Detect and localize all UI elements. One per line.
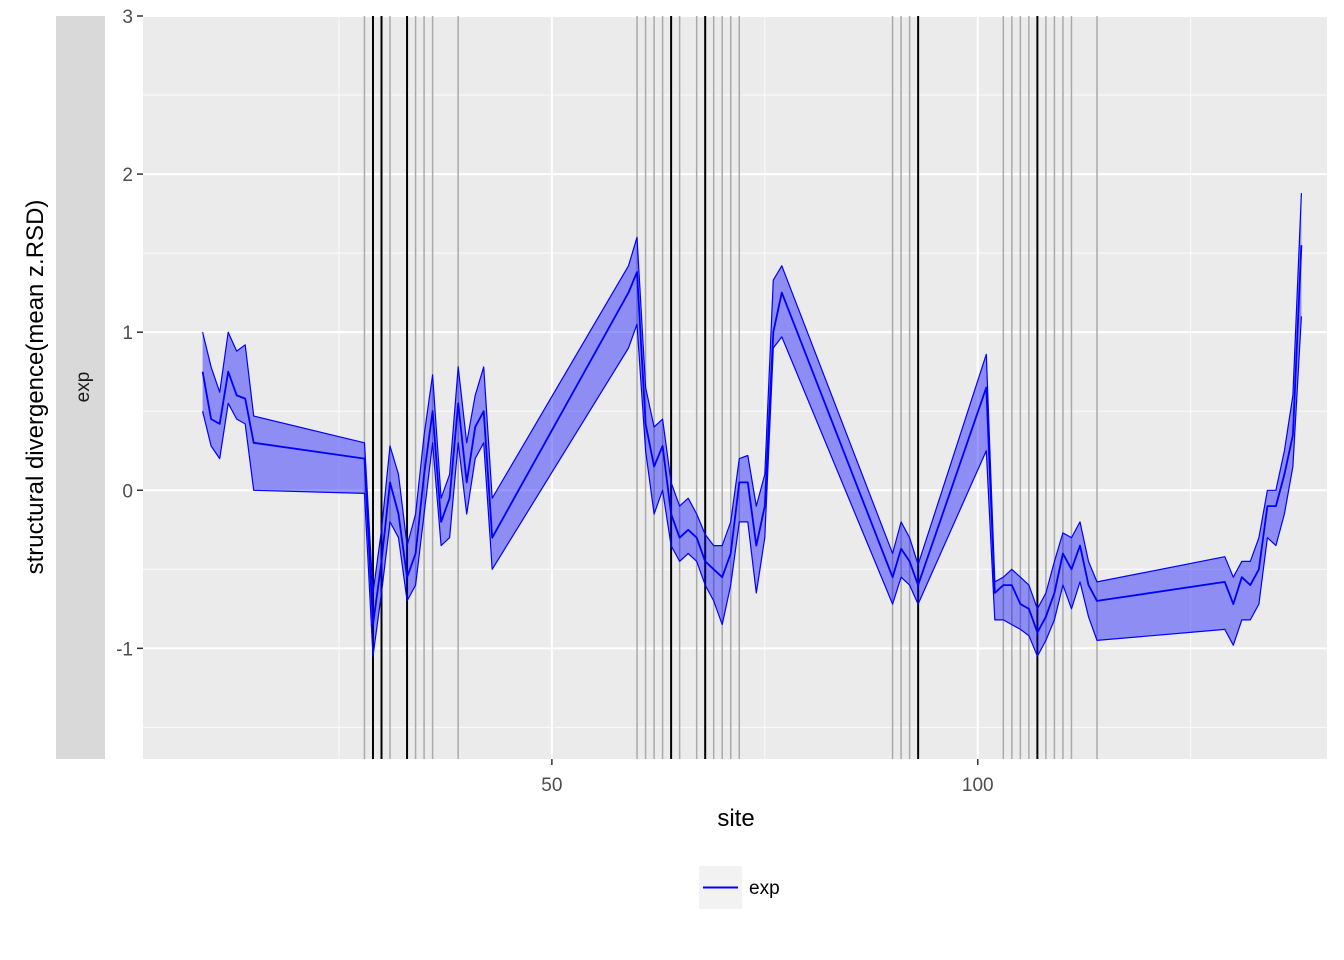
mean-line-exp [201,245,1303,634]
facet-strip [56,16,105,759]
facet-strip-label: exp [73,372,94,403]
x-tick-label: 50 [541,775,562,796]
ribbon-upper-edge-exp [202,193,1302,610]
site-markers [363,16,1098,759]
y-tick-label: 3 [122,7,133,28]
y-tick-label: 1 [122,323,133,344]
ribbon-lower-edge-exp [202,316,1302,657]
grid-minor [143,16,1327,759]
y-axis-title: structural divergence(mean z.RSD) [22,200,49,575]
x-tick-label: 100 [962,775,994,796]
plot-panel [143,16,1327,759]
y-tick-label: -1 [116,639,133,660]
y-tick-label: 2 [122,165,133,186]
x-axis: 50 100 [541,759,994,796]
x-axis-title: site [717,805,754,832]
y-axis: -1 0 1 2 3 [116,7,143,660]
legend-label-exp: exp [749,878,780,899]
data-series [201,193,1303,657]
ribbon-exp [202,193,1302,657]
legend: exp [699,866,780,909]
y-tick-label: 0 [122,481,133,502]
